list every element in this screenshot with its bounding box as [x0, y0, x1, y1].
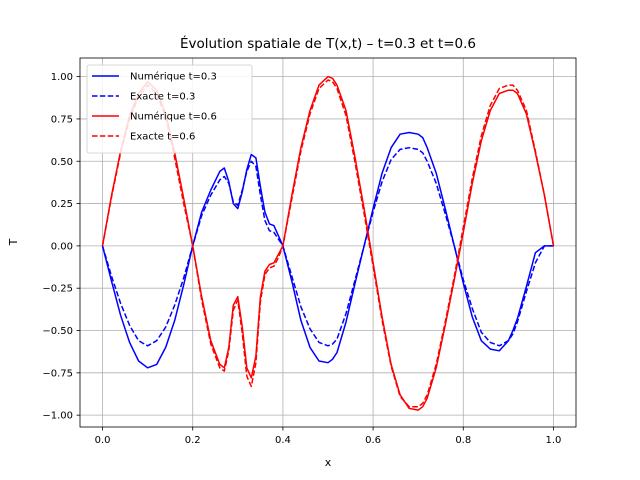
- x-tick-label: 0.2: [185, 435, 201, 446]
- chart-title: Évolution spatiale de T(x,t) – t=0.3 et …: [180, 35, 476, 52]
- x-tick-label: 0.6: [365, 435, 381, 446]
- series-line-4: [101, 79, 555, 408]
- x-axis-label: x: [325, 456, 332, 469]
- plot-frame: [79, 57, 577, 428]
- legend: Numérique t=0.3 Exacte t=0.3 Numérique t=0…: [86, 64, 253, 154]
- y-tick-label: 0.00: [51, 241, 73, 252]
- series-lines: [101, 75, 555, 411]
- legend-box: [86, 64, 253, 154]
- y-tick-label: 0.50: [51, 157, 73, 168]
- y-tick-label: 0.25: [51, 199, 73, 210]
- legend-label-2: Exacte t=0.3: [130, 92, 195, 103]
- y-tick-label: −1.00: [42, 411, 73, 422]
- legend-label-3: Numérique t=0.6: [130, 111, 217, 123]
- series-line-3: [101, 75, 555, 411]
- y-tick-label: −0.25: [42, 284, 73, 295]
- y-axis-label: T: [7, 238, 20, 246]
- legend-label-1: Numérique t=0.3: [130, 71, 217, 83]
- y-tick-label: −0.75: [42, 368, 73, 379]
- legend-label-4: Exacte t=0.6: [130, 132, 195, 143]
- x-tick-label: 0.0: [95, 435, 111, 446]
- x-tick-label: 0.4: [275, 435, 291, 446]
- x-tick-label: 0.8: [455, 435, 471, 446]
- x-axis-ticks: 0.0 0.2 0.4 0.6 0.8 1.0: [95, 427, 562, 446]
- y-axis-ticks: −1.00 −0.75 −0.50 −0.25 0.00 0.25 0.50 0.75 1.00: [42, 72, 80, 422]
- y-tick-label: 0.75: [51, 114, 73, 125]
- x-tick-label: 1.0: [546, 435, 562, 446]
- y-tick-label: 1.00: [51, 72, 73, 83]
- y-tick-label: −0.50: [42, 326, 73, 337]
